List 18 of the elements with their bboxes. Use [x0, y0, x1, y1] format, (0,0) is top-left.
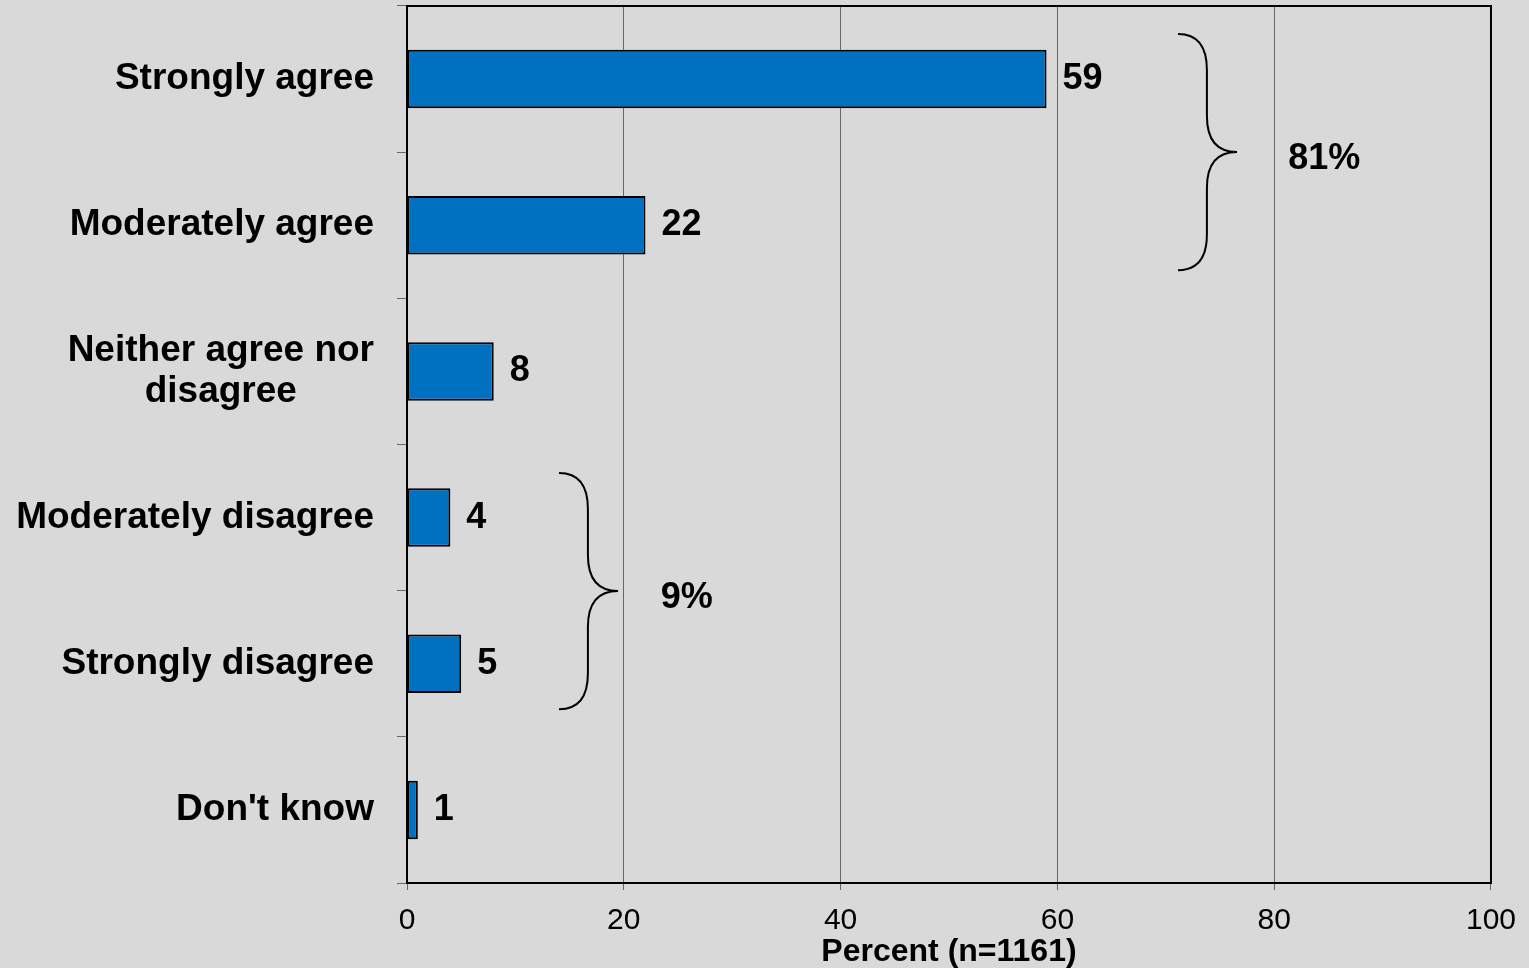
y-tick-label: Moderately disagree	[16, 494, 374, 536]
data-label: 1	[433, 786, 454, 828]
data-label: 4	[466, 494, 487, 536]
y-tick-label: Neither agree nor disagree	[67, 328, 374, 411]
y-tick-label: Moderately agree	[69, 202, 375, 244]
x-tick-label: 80	[1257, 902, 1291, 936]
data-label: 22	[661, 202, 702, 244]
annotation: 81%	[1288, 136, 1361, 178]
y-tick-label: Strongly disagree	[61, 640, 374, 682]
y-tick-label: Strongly agree	[114, 56, 374, 98]
x-tick-label: 100	[1465, 902, 1516, 936]
y-tick-label: Don't know	[176, 787, 375, 829]
data-label: 5	[477, 640, 498, 682]
annotation: 9%	[660, 574, 713, 616]
data-label: 8	[509, 348, 530, 390]
x-tick-label: 0	[398, 902, 416, 936]
x-tick-label: 20	[607, 902, 641, 936]
data-label: 59	[1062, 56, 1103, 98]
